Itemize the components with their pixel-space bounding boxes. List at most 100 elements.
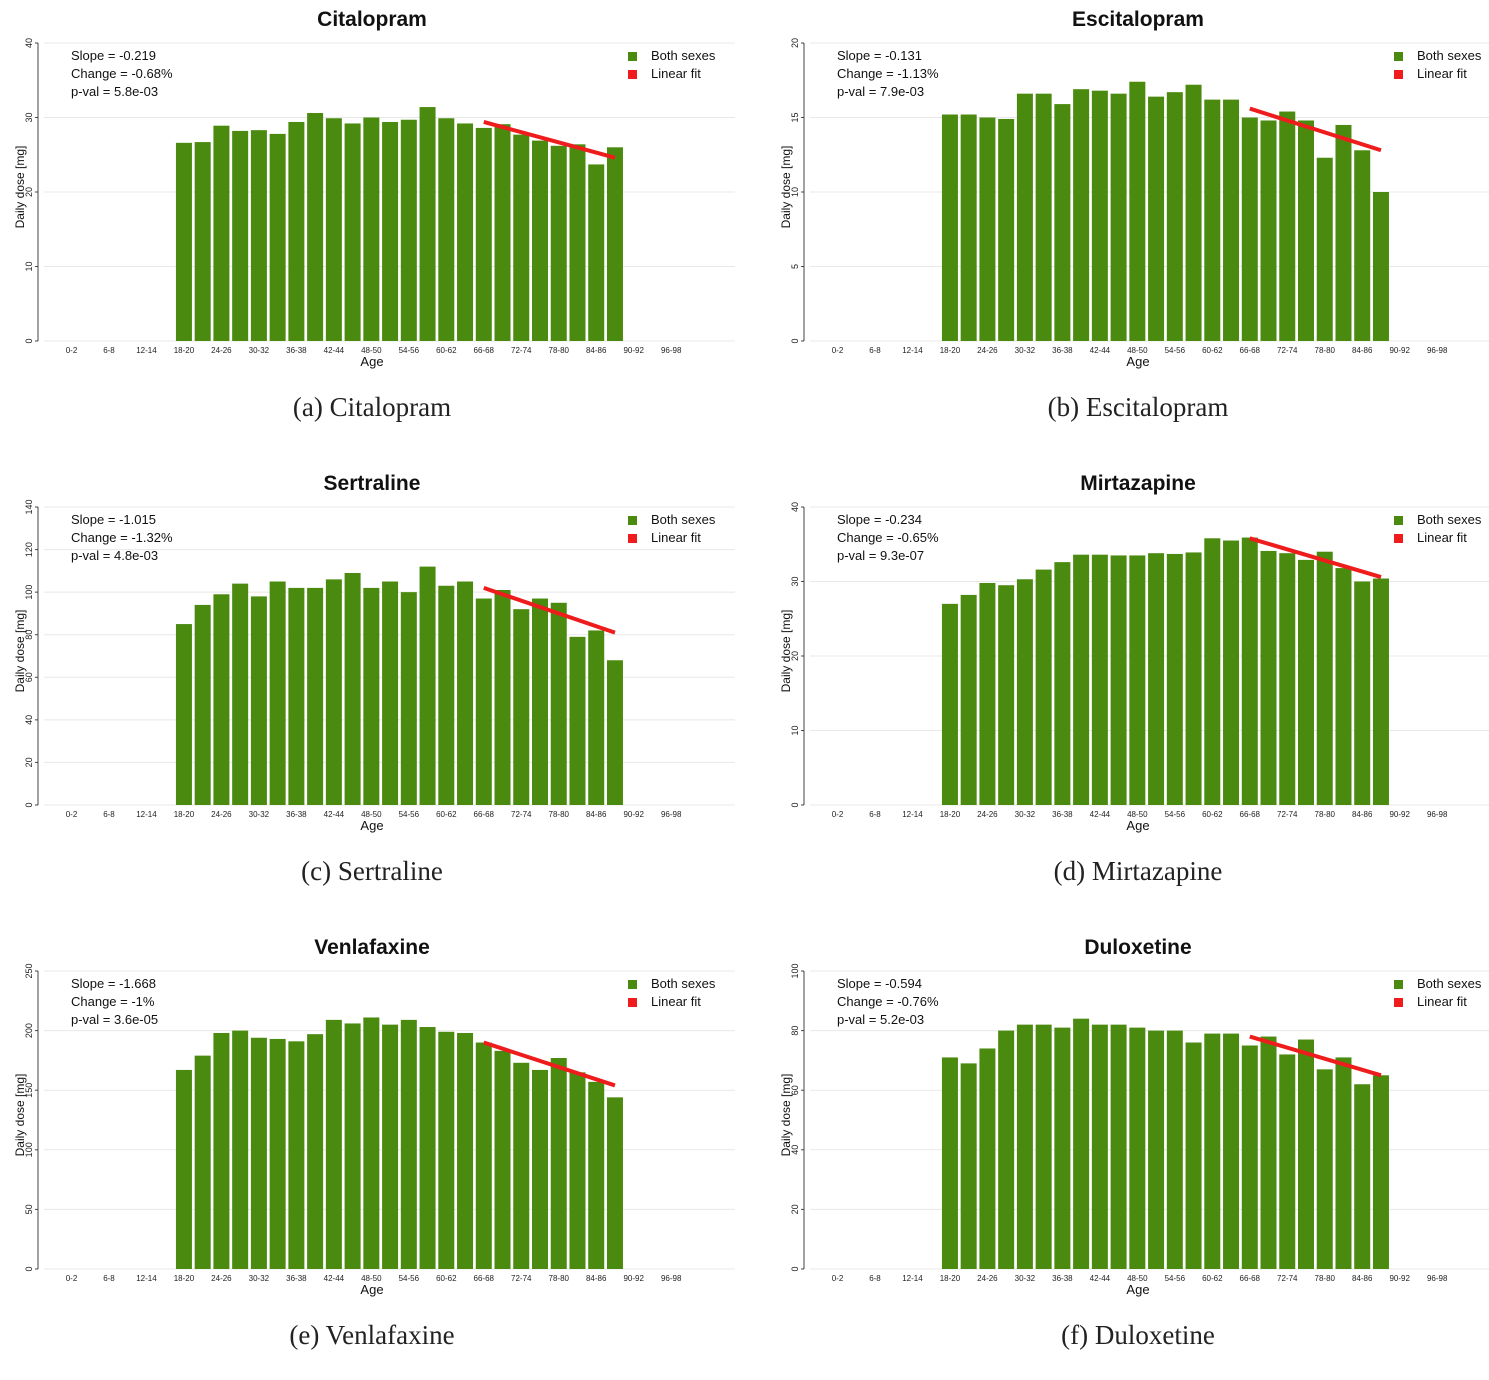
x-tick-label: 12-14 — [136, 810, 157, 819]
x-tick-label: 90-92 — [623, 810, 644, 819]
panel-duloxetine: Duloxetine 0 20 40 60 80 100 0-2 6-8 12-14 18-20 2… — [766, 928, 1489, 1380]
bar — [1316, 551, 1333, 805]
legend-item-both-sexes: Both sexes — [628, 511, 715, 529]
bar — [1054, 104, 1071, 341]
panel-sertraline: Sertraline 0 20 40 60 80 100 120 140 0-2 6-8 12-14… — [0, 464, 744, 916]
legend-item-linear-fit: Linear fit — [628, 65, 715, 83]
bar — [494, 1050, 511, 1269]
x-tick-label: 96-98 — [1427, 810, 1448, 819]
bar — [307, 113, 324, 341]
figure-caption: (f) Duloxetine — [1061, 1320, 1215, 1350]
y-tick-label: 40 — [790, 1145, 800, 1155]
legend: Both sexes Linear fit — [628, 47, 715, 83]
bar — [494, 590, 511, 805]
bar — [1073, 554, 1090, 805]
x-tick-label: 96-98 — [661, 346, 682, 355]
bar — [438, 1031, 455, 1269]
y-tick-label: 100 — [790, 963, 800, 978]
bar — [325, 579, 342, 805]
x-tick-label: 72-74 — [511, 810, 532, 819]
pval-text: p-val = 7.9e-03 — [837, 84, 925, 99]
y-tick-label: 60 — [24, 672, 34, 682]
x-tick-label: 90-92 — [1389, 810, 1410, 819]
bar — [1260, 550, 1277, 805]
bar — [232, 130, 249, 341]
bar-chart: 0 20 40 60 80 100 120 140 0-2 6-8 12-14 18-20 24-26 3… — [24, 499, 735, 819]
legend: Both sexes Linear fit — [628, 511, 715, 547]
bar — [1016, 579, 1033, 805]
x-tick-label: 0-2 — [66, 810, 78, 819]
x-tick-label: 6-8 — [869, 1274, 881, 1283]
x-tick-label: 90-92 — [623, 1274, 644, 1283]
x-tick-label: 66-68 — [1240, 810, 1261, 819]
legend: Both sexes Linear fit — [1394, 511, 1481, 547]
x-tick-label: 72-74 — [1277, 810, 1298, 819]
bar — [532, 1069, 548, 1269]
x-tick-label: 12-14 — [136, 346, 157, 355]
bar — [1372, 1075, 1389, 1269]
x-tick-label: 66-68 — [1240, 1274, 1261, 1283]
bar — [419, 107, 436, 341]
bar — [438, 118, 455, 342]
bar — [1035, 569, 1052, 805]
x-tick-label: 60-62 — [1202, 1274, 1223, 1283]
x-tick-label: 24-26 — [977, 810, 998, 819]
y-axis-label: Daily dose [mg] — [13, 609, 27, 693]
bar — [1279, 1054, 1296, 1269]
x-tick-label: 54-56 — [399, 346, 420, 355]
bar — [1016, 1024, 1033, 1269]
legend-swatch-green — [628, 51, 637, 61]
y-tick-label: 50 — [24, 1204, 34, 1214]
linear-fit-line — [483, 120, 616, 160]
bar — [1185, 1042, 1202, 1269]
bar — [363, 587, 380, 805]
y-tick-label: 10 — [24, 261, 34, 271]
bar — [606, 660, 623, 805]
bar — [213, 1032, 230, 1269]
bar-chart: 0 10 20 30 40 0-2 6-8 12-14 18-20 24-26 30-32 36-38… — [790, 502, 1489, 819]
bar — [1260, 1036, 1277, 1269]
change-text: Change = -0.68% — [71, 66, 173, 81]
bar — [979, 582, 996, 805]
bar — [1185, 552, 1202, 805]
legend-swatch-red — [1394, 69, 1403, 79]
bar — [213, 594, 230, 805]
legend-swatch-red — [1394, 997, 1403, 1007]
x-tick-label: 66-68 — [474, 1274, 495, 1283]
x-tick-label: 0-2 — [832, 810, 844, 819]
bar — [194, 604, 211, 805]
bar — [1129, 81, 1146, 342]
legend-item-linear-fit: Linear fit — [628, 993, 715, 1011]
x-tick-label: 36-38 — [286, 810, 307, 819]
legend-item-linear-fit: Linear fit — [1394, 529, 1481, 547]
legend-swatch-green — [628, 979, 637, 989]
bar — [1204, 1033, 1221, 1269]
y-tick-label: 30 — [24, 112, 34, 122]
x-tick-label: 42-44 — [324, 346, 345, 355]
bar — [513, 134, 530, 341]
bar — [1204, 538, 1221, 805]
legend-item-both-sexes: Both sexes — [628, 47, 715, 65]
bar — [1223, 1033, 1240, 1269]
bar — [1354, 150, 1371, 341]
x-tick-label: 96-98 — [1427, 1274, 1448, 1283]
bar — [475, 598, 492, 805]
x-tick-label: 24-26 — [977, 346, 998, 355]
x-tick-label: 60-62 — [436, 346, 457, 355]
x-tick-label: 90-92 — [623, 346, 644, 355]
x-tick-label: 12-14 — [136, 1274, 157, 1283]
figure-caption: (a) Citalopram — [292, 392, 452, 422]
bar — [344, 572, 361, 805]
change-text: Change = -0.65% — [837, 530, 939, 545]
bar-chart: 0 5 10 15 20 0-2 6-8 12-14 18-20 24-26 30-32 36-38 4… — [790, 38, 1489, 355]
linear-fit-line — [1249, 1034, 1382, 1078]
x-tick-label: 18-20 — [174, 810, 195, 819]
legend-item-both-sexes: Both sexes — [1394, 511, 1481, 529]
slope-text: Slope = -1.015 — [71, 512, 156, 527]
change-text: Change = -1.32% — [71, 530, 173, 545]
y-tick-label: 20 — [790, 1204, 800, 1214]
legend-item-linear-fit: Linear fit — [1394, 65, 1481, 83]
x-tick-label: 36-38 — [286, 1274, 307, 1283]
bar — [363, 117, 380, 341]
